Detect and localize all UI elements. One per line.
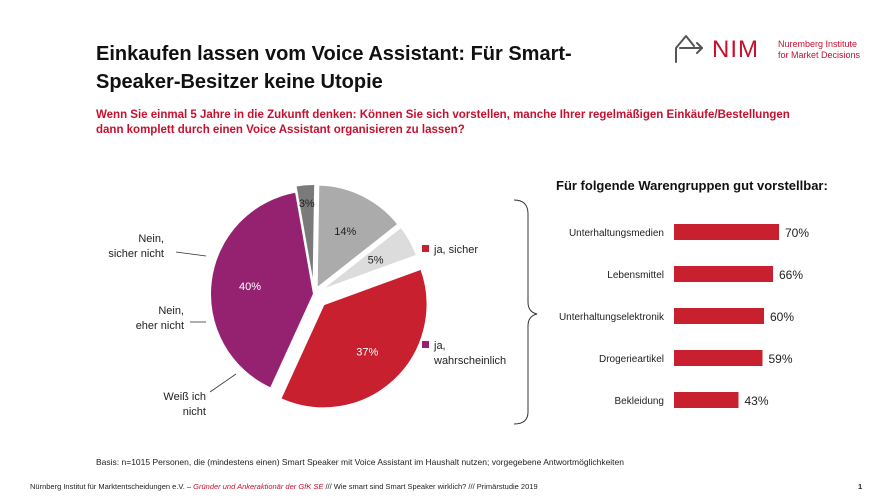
nim-logo-icon: NIM	[675, 35, 759, 63]
survey-question: Wenn Sie einmal 5 Jahre in die Zukunft d…	[96, 109, 790, 136]
bar-value-label-drogerieartikel: 59%	[769, 352, 793, 366]
bar-chart-title: Für folgende Warengruppen gut vorstellba…	[556, 178, 828, 193]
bar-value-label-bekleidung: 43%	[745, 394, 769, 408]
pie-slice-ja-wahrscheinlich	[209, 190, 316, 390]
bar-chart: Unterhaltungsmedien 70% Lebensmittel 66% Unt…	[559, 224, 809, 408]
bar-category-label-unterhaltungsmedien: Unterhaltungsmedien	[569, 228, 664, 239]
bar-value-label-lebensmittel: 66%	[779, 268, 803, 282]
bar-category-label-unterhaltungselektronik: Unterhaltungselektronik	[559, 312, 665, 323]
pie-category-label-ja-sicher: ja, sicher	[433, 244, 478, 256]
logo-wordmark: NIM	[712, 36, 759, 63]
bar-value-label-unterhaltungsmedien: 70%	[785, 226, 809, 240]
pie-slice-nein-sicher-nicht	[318, 225, 419, 293]
bar-drogerieartikel	[674, 350, 763, 366]
bar-lebensmittel	[674, 266, 773, 282]
pie-value-label-ja-sicher: 37%	[356, 347, 378, 359]
pie-value-label-nein-sicher-nicht: 5%	[368, 255, 384, 267]
chart-bracket	[513, 199, 538, 425]
nim-logo: NIM Nuremberg Institute for Market Decis…	[668, 28, 878, 68]
pie-category-label-nein-sicher-nicht: Nein, sicher nicht	[108, 233, 164, 260]
pie-chart: 37% ja, sicher 40% ja, wahrscheinlich 3% Weiß …	[108, 183, 506, 418]
pie-slice-nein-eher-nicht	[315, 183, 400, 291]
bar-unterhaltungselektronik	[674, 308, 764, 324]
pie-value-label-nein-eher-nicht: 14%	[334, 226, 356, 238]
pie-legend-marker-ja-wahrscheinlich	[422, 341, 429, 348]
page-title: Einkaufen lassen vom Voice Assistant: Fü…	[96, 43, 572, 93]
basis-note: Basis: n=1015 Personen, die (mindestens …	[96, 457, 625, 467]
bar-value-label-unterhaltungselektronik: 60%	[770, 310, 794, 324]
bar-bekleidung	[674, 392, 739, 408]
bar-category-label-lebensmittel: Lebensmittel	[607, 270, 664, 281]
pie-slice-weiss-ich-nicht	[294, 183, 317, 289]
footer: Nürnberg Institut für Marktentscheidunge…	[30, 482, 538, 491]
pie-value-label-ja-wahrscheinlich: 40%	[239, 281, 261, 293]
page-number: 1	[858, 482, 863, 491]
bar-category-label-drogerieartikel: Drogerieartikel	[599, 354, 664, 365]
logo-subtitle: Nuremberg Institute for Market Decisions	[778, 39, 861, 60]
pie-category-label-ja-wahrscheinlich: ja, wahrscheinlich	[433, 340, 506, 367]
pie-category-label-weiss-ich-nicht: Weiß ich nicht	[163, 391, 206, 418]
pie-leader-line-weiss-ich-nicht	[209, 373, 237, 393]
bar-unterhaltungsmedien	[674, 224, 779, 240]
pie-leader-line-nein-sicher-nicht	[175, 251, 207, 257]
pie-category-label-nein-eher-nicht: Nein, eher nicht	[136, 305, 184, 332]
pie-legend-marker-ja-sicher	[422, 245, 429, 252]
pie-slice-ja-sicher	[278, 267, 429, 410]
pie-value-label-weiss-ich-nicht: 3%	[299, 198, 315, 210]
bar-category-label-bekleidung: Bekleidung	[615, 396, 664, 407]
